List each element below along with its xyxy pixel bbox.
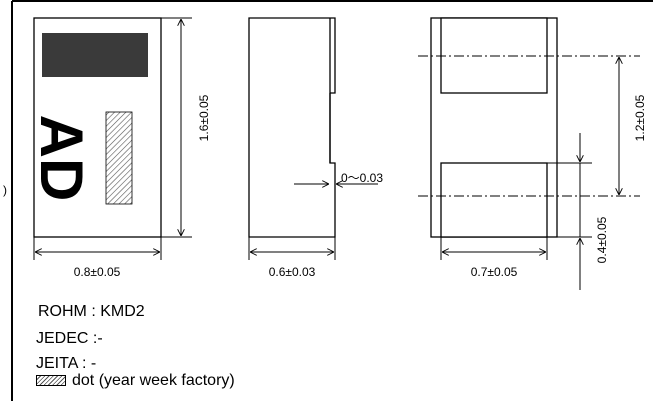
dim-pad-length: 0.4±0.05: [595, 216, 609, 263]
dim-front-width: 0.8±0.05: [74, 265, 121, 279]
side-body: [248, 17, 336, 238]
dot-hatch-mark: [105, 111, 133, 205]
side-view: 0〜0.03 0.6±0.03: [248, 17, 383, 279]
legend-text: dot (year week factory): [72, 372, 235, 389]
front-dark-mark: [42, 33, 148, 77]
hatch-legend-icon: [36, 375, 66, 386]
left-edge-fragment: ): [3, 183, 7, 197]
pad-bottom: [440, 162, 548, 238]
info-jeita: JEITA : -: [36, 355, 97, 372]
dim-side-width: 0.6±0.03: [269, 265, 316, 279]
dim-pad-spacing: 1.2±0.05: [633, 94, 647, 141]
front-view: AD 0.8±0.05 1.6±0.05: [28, 17, 211, 279]
marking-text: AD: [28, 115, 95, 202]
info-jedec: JEDEC :-: [36, 330, 103, 347]
legend-row: dot (year week factory): [36, 373, 235, 389]
dim-front-height: 1.6±0.05: [197, 94, 211, 141]
dim-bottom-width: 0.7±0.05: [471, 265, 518, 279]
dim-side-step: 0〜0.03: [341, 171, 383, 185]
info-rohm: ROHM : KMD2: [38, 303, 145, 320]
bottom-view: 1.2±0.05 0.4±0.05 0.7±0.05: [418, 17, 647, 290]
